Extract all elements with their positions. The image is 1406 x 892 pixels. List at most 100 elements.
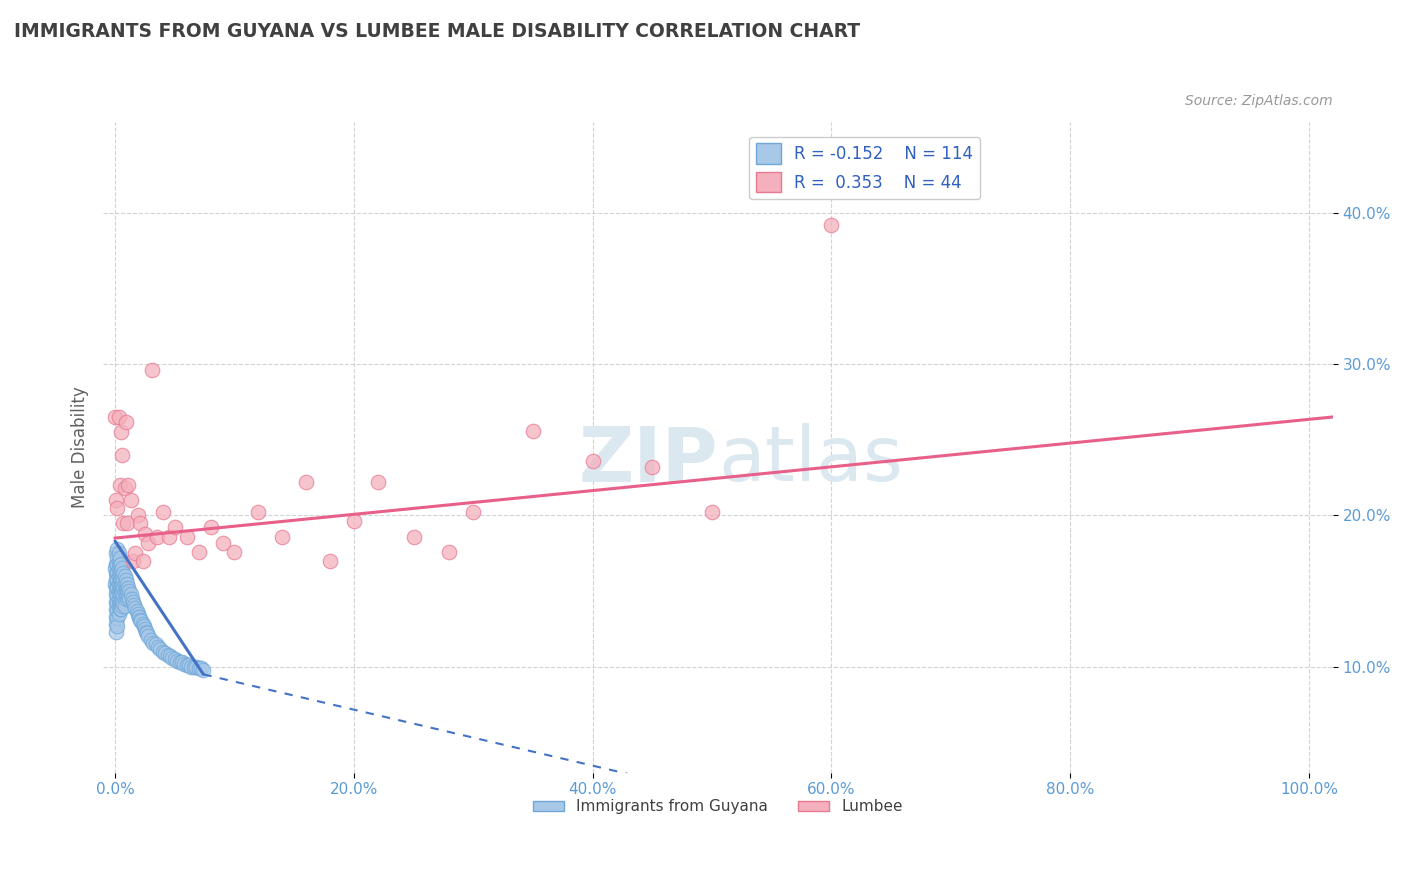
Point	[110, 602, 132, 616]
Text: Source: ZipAtlas.com: Source: ZipAtlas.com	[1185, 95, 1333, 109]
Point	[149, 641, 172, 656]
Point	[146, 530, 169, 544]
Point	[105, 572, 128, 586]
Point	[110, 580, 132, 594]
Point	[107, 604, 129, 618]
Point	[111, 569, 134, 583]
Point	[224, 545, 246, 559]
Point	[131, 615, 153, 629]
Point	[111, 448, 134, 462]
Point	[127, 607, 149, 621]
Point	[107, 558, 129, 573]
Point	[110, 557, 132, 571]
Point	[105, 581, 128, 595]
Point	[159, 649, 181, 664]
Point	[108, 566, 131, 580]
Point	[439, 545, 461, 559]
Point	[104, 409, 127, 424]
Point	[136, 626, 159, 640]
Point	[114, 584, 136, 599]
Point	[121, 591, 143, 606]
Point	[120, 587, 142, 601]
Point	[114, 589, 136, 603]
Point	[104, 561, 127, 575]
Point	[271, 530, 294, 544]
Point	[131, 554, 153, 568]
Point	[104, 576, 127, 591]
Point	[114, 576, 136, 591]
Point	[105, 609, 128, 624]
Point	[107, 500, 129, 515]
Point	[700, 505, 723, 519]
Point	[124, 546, 146, 560]
Point	[107, 591, 129, 606]
Point	[117, 581, 139, 595]
Point	[114, 569, 136, 583]
Point	[128, 609, 150, 624]
Legend: Immigrants from Guyana, Lumbee: Immigrants from Guyana, Lumbee	[527, 793, 908, 821]
Point	[105, 587, 128, 601]
Point	[114, 574, 136, 588]
Point	[107, 554, 129, 568]
Point	[129, 516, 152, 530]
Point	[107, 550, 129, 565]
Point	[107, 546, 129, 560]
Point	[108, 595, 131, 609]
Point	[402, 530, 425, 544]
Point	[122, 595, 145, 609]
Point	[115, 576, 138, 591]
Point	[141, 363, 163, 377]
Point	[107, 576, 129, 591]
Point	[132, 619, 155, 633]
Point	[115, 591, 138, 606]
Point	[155, 646, 177, 660]
Point	[107, 596, 129, 610]
Point	[142, 635, 165, 649]
Point	[129, 613, 152, 627]
Point	[108, 574, 131, 588]
Point	[163, 652, 186, 666]
Point	[135, 624, 157, 639]
Point	[118, 591, 141, 606]
Point	[107, 581, 129, 595]
Point	[183, 659, 205, 673]
Point	[111, 591, 134, 606]
Point	[120, 493, 142, 508]
Point	[107, 619, 129, 633]
Point	[108, 550, 131, 565]
Point	[112, 589, 135, 603]
Point	[176, 530, 198, 544]
Point	[115, 516, 138, 530]
Point	[110, 587, 132, 601]
Point	[111, 561, 134, 575]
Point	[111, 576, 134, 591]
Point	[176, 658, 198, 673]
Point	[125, 604, 148, 618]
Point	[128, 609, 150, 624]
Point	[122, 598, 145, 612]
Point	[157, 530, 180, 544]
Point	[108, 558, 131, 573]
Point	[110, 572, 132, 586]
Point	[319, 554, 342, 568]
Point	[107, 611, 129, 625]
Point	[134, 622, 156, 636]
Point	[112, 596, 135, 610]
Point	[180, 659, 202, 673]
Point	[177, 658, 200, 673]
Point	[295, 475, 318, 489]
Point	[107, 599, 129, 614]
Point	[131, 617, 153, 632]
Point	[107, 409, 129, 424]
Y-axis label: Male Disability: Male Disability	[72, 386, 89, 508]
Point	[163, 520, 186, 534]
Point	[200, 520, 222, 534]
Point	[105, 546, 128, 560]
Text: ZIP: ZIP	[578, 424, 718, 497]
Point	[107, 541, 129, 556]
Point	[114, 415, 136, 429]
Point	[152, 645, 174, 659]
Point	[117, 478, 139, 492]
Point	[156, 648, 179, 662]
Point	[152, 505, 174, 519]
